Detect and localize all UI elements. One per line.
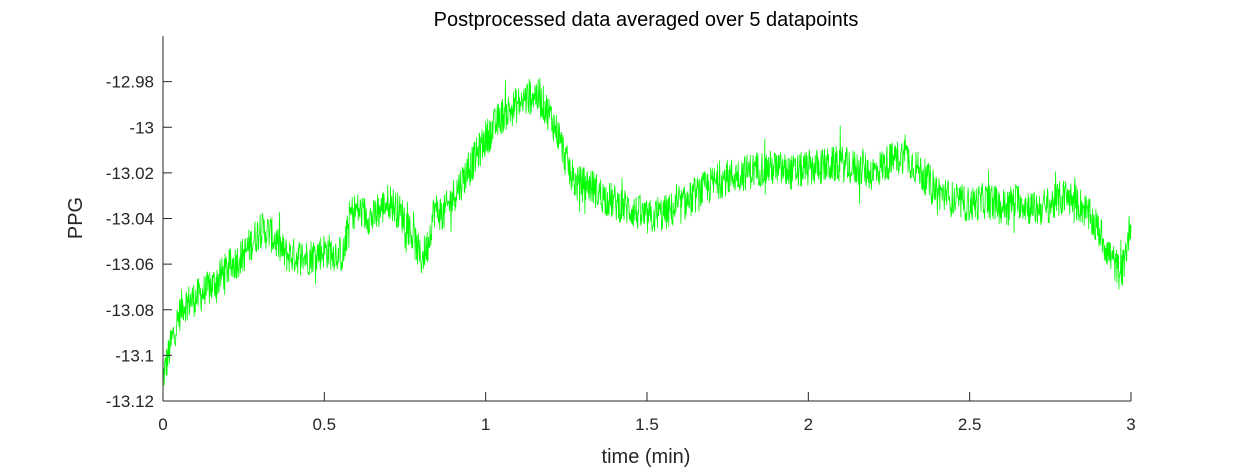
x-tick-label: 3	[1126, 415, 1135, 434]
x-axis-label: time (min)	[602, 446, 691, 468]
chart-title: Postprocessed data averaged over 5 datap…	[434, 9, 859, 31]
y-tick-label: -13.12	[106, 392, 154, 411]
y-axis-label: PPG	[65, 197, 87, 239]
y-tick-label: -12.98	[106, 73, 154, 92]
plot-area	[162, 77, 1132, 386]
y-tick-label: -13.1	[115, 346, 154, 365]
x-tick-label: 1.5	[635, 415, 659, 434]
y-tick-label: -13.08	[106, 301, 154, 320]
y-tick-label: -13.06	[106, 255, 154, 274]
x-tick-label: 1	[481, 415, 490, 434]
y-tick-label: -13	[129, 118, 154, 137]
ppg-line	[162, 77, 1132, 386]
y-tick-label: -13.02	[106, 164, 154, 183]
y-axis: -13.12 -13.1 -13.08 -13.06 -13.04 -13.02 -13 -1…	[106, 36, 172, 411]
x-axis: 0 0.5 1 1.5 2 2.5 3	[158, 392, 1136, 434]
x-tick-label: 0	[158, 415, 167, 434]
x-tick-label: 2	[804, 415, 813, 434]
y-tick-label: -13.04	[106, 210, 154, 229]
x-tick-label: 0.5	[313, 415, 337, 434]
x-tick-label: 2.5	[958, 415, 982, 434]
